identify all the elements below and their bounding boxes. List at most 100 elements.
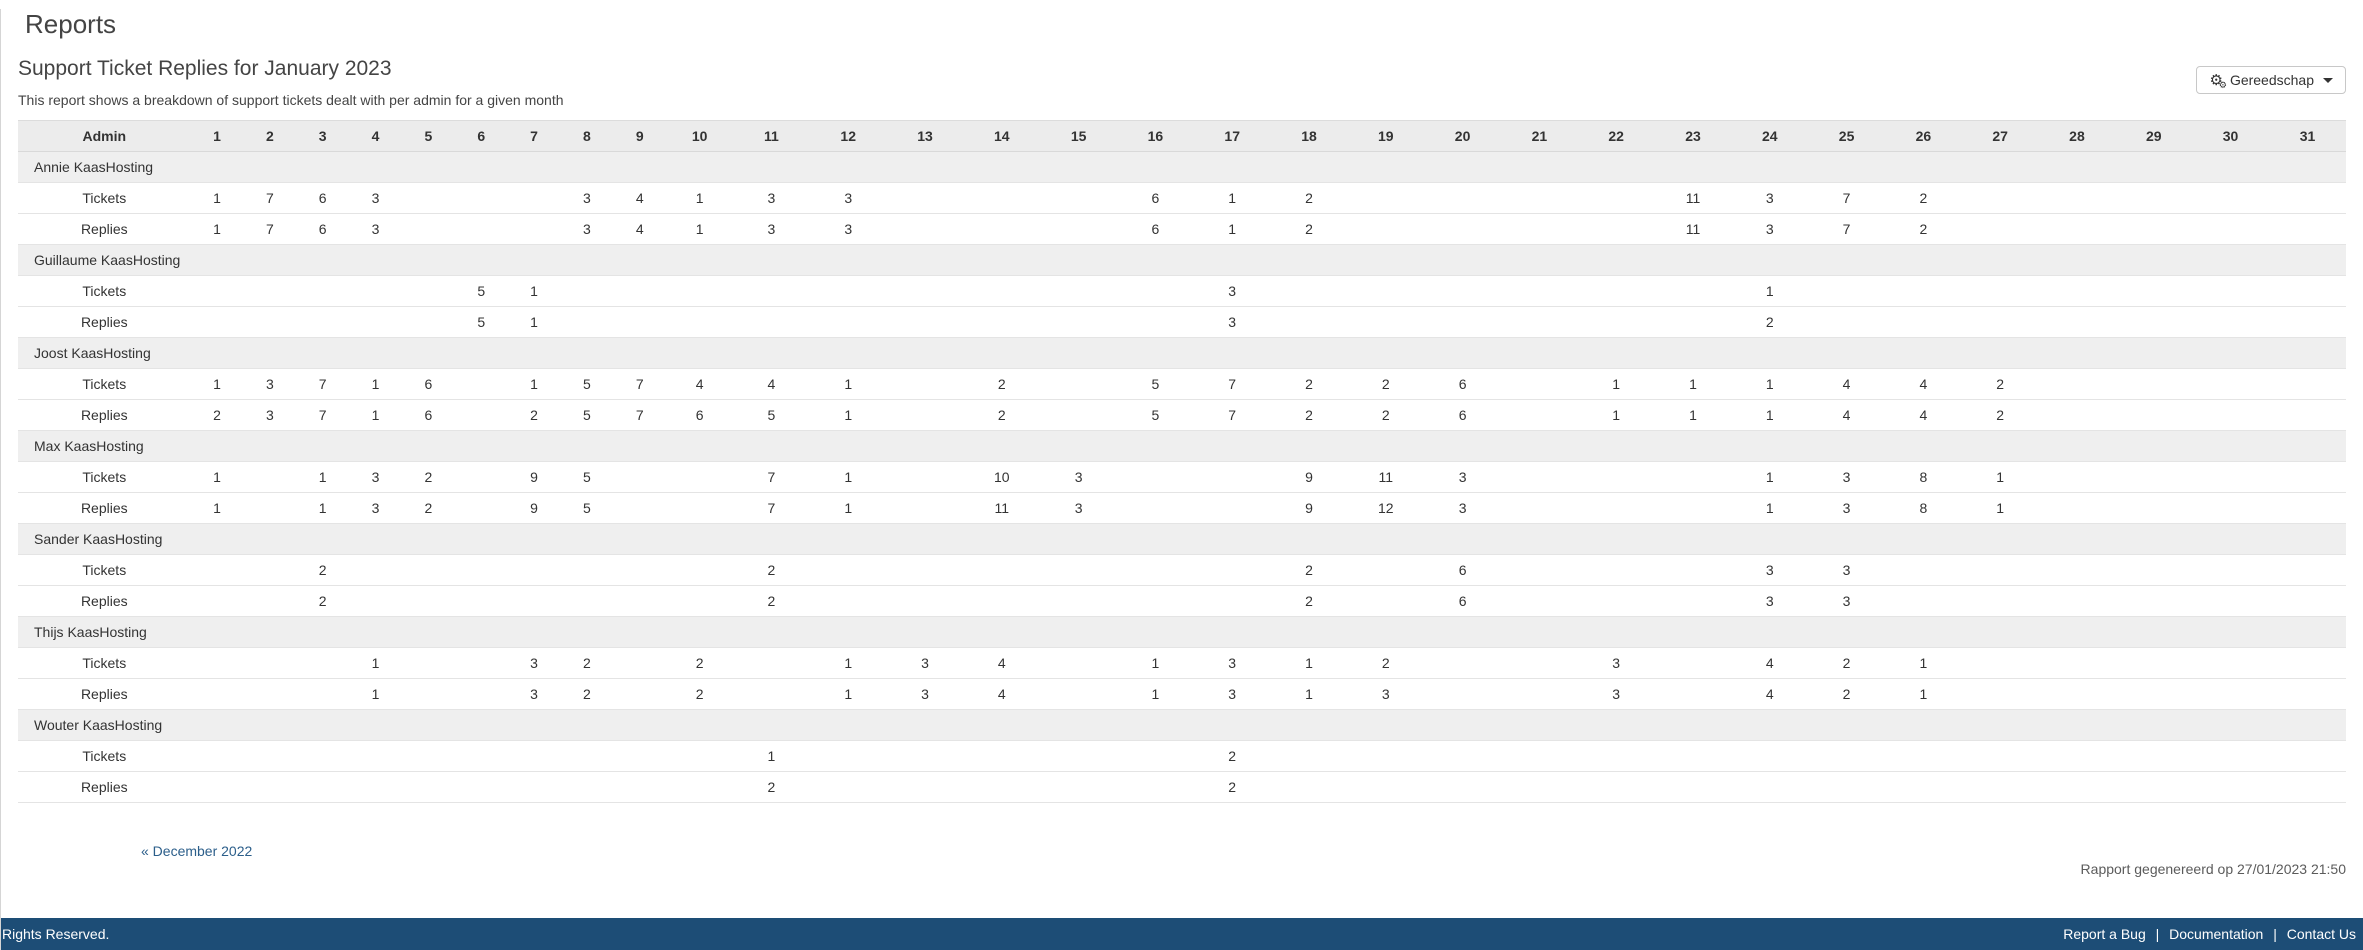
day-cell (1270, 275, 1348, 307)
day-cell (243, 554, 297, 586)
day-column-header: 12 (809, 120, 887, 152)
day-cell: 3 (1193, 647, 1271, 679)
day-cell (963, 182, 1041, 214)
day-cell (613, 461, 667, 493)
day-cell (886, 492, 964, 524)
day-cell (349, 306, 402, 338)
day-column-header: 25 (1808, 120, 1885, 152)
day-cell (1808, 306, 1885, 338)
day-cell (349, 275, 402, 307)
day-column-header: 10 (666, 120, 734, 152)
day-cell: 9 (1270, 492, 1348, 524)
day-cell (1347, 771, 1425, 803)
day-cell: 2 (296, 554, 350, 586)
replies-row: Replies 2 2 (18, 771, 2346, 803)
day-cell: 9 (507, 461, 561, 493)
day-cell: 2 (560, 647, 614, 679)
day-cell (454, 213, 508, 245)
footer-link-contact-us[interactable]: Contact Us (2286, 926, 2356, 942)
day-cell (2268, 306, 2346, 338)
day-cell (2268, 368, 2346, 400)
day-cell (454, 678, 508, 710)
day-cell: 1 (809, 461, 887, 493)
day-cell (1808, 771, 1885, 803)
day-cell (809, 771, 887, 803)
day-cell (1884, 585, 1962, 617)
day-cell (349, 554, 402, 586)
day-cell (349, 585, 402, 617)
day-cell (666, 492, 734, 524)
day-cell (401, 213, 455, 245)
day-cell: 3 (349, 213, 402, 245)
footer-link-report-a-bug[interactable]: Report a Bug (2063, 926, 2146, 942)
day-cell (1347, 182, 1425, 214)
day-cell (963, 213, 1041, 245)
day-cell (1884, 306, 1962, 338)
tickets-row-label: Tickets (18, 461, 191, 493)
day-cell: 2 (1193, 771, 1271, 803)
day-cell: 1 (1270, 678, 1348, 710)
day-cell (243, 275, 297, 307)
day-cell (1424, 275, 1501, 307)
day-cell (886, 182, 964, 214)
day-cell (1040, 399, 1117, 431)
day-cell (1961, 647, 2039, 679)
day-cell: 1 (190, 368, 244, 400)
replies-row-label: Replies (18, 492, 191, 524)
day-cell: 11 (963, 492, 1041, 524)
footer-link-documentation[interactable]: Documentation (2169, 926, 2264, 942)
day-cell: 1 (1731, 461, 1809, 493)
admin-group-row: Annie KaasHosting (18, 151, 2346, 183)
day-cell (2115, 306, 2193, 338)
day-cell: 2 (1347, 647, 1425, 679)
day-cell (963, 585, 1041, 617)
day-cell: 3 (1731, 182, 1809, 214)
day-cell (1500, 492, 1578, 524)
day-cell: 3 (886, 647, 964, 679)
day-cell (296, 647, 350, 679)
day-cell: 6 (1424, 368, 1501, 400)
admin-group-row: Max KaasHosting (18, 430, 2346, 462)
pagination-row: « December 2022 (141, 843, 2346, 859)
day-cell (1808, 740, 1885, 772)
day-cell: 7 (733, 492, 810, 524)
admin-column-header: Admin (18, 120, 191, 152)
day-cell (2115, 461, 2193, 493)
day-cell: 7 (296, 399, 350, 431)
day-cell (1577, 740, 1655, 772)
day-cell: 2 (1270, 182, 1348, 214)
day-cell: 1 (190, 182, 244, 214)
day-cell (2115, 678, 2193, 710)
day-cell (1654, 461, 1732, 493)
day-column-header: 19 (1347, 120, 1425, 152)
day-cell: 2 (1270, 585, 1348, 617)
tickets-row: Tickets 1 7 6 3 3 4 1 3 3 6 1 2 11 3 7 2 (18, 182, 2346, 214)
day-cell: 1 (507, 306, 561, 338)
day-cell (886, 213, 964, 245)
tickets-row-label: Tickets (18, 647, 191, 679)
day-cell (1654, 771, 1732, 803)
day-cell: 12 (1347, 492, 1425, 524)
day-cell (2038, 678, 2116, 710)
day-cell (296, 306, 350, 338)
day-cell (1577, 554, 1655, 586)
content-area: Reports Support Ticket Replies for Janua… (1, 9, 2363, 877)
day-cell (1040, 647, 1117, 679)
day-cell (886, 554, 964, 586)
day-cell (1577, 306, 1655, 338)
footer-links: Report a Bug | Documentation | Contact U… (2063, 926, 2356, 942)
prev-month-link[interactable]: « December 2022 (141, 843, 253, 859)
day-cell (1654, 554, 1732, 586)
day-cell: 2 (507, 399, 561, 431)
day-cell (454, 492, 508, 524)
day-column-header: 30 (2192, 120, 2269, 152)
day-cell (1961, 306, 2039, 338)
day-cell: 1 (1654, 368, 1732, 400)
day-cell (296, 740, 350, 772)
tools-dropdown-button[interactable]: ⚙ ⚙ Gereedschap (2196, 66, 2346, 94)
day-cell: 3 (507, 678, 561, 710)
day-cell: 7 (613, 368, 667, 400)
day-cell (1731, 771, 1809, 803)
day-cell (454, 399, 508, 431)
day-cell (1117, 740, 1194, 772)
